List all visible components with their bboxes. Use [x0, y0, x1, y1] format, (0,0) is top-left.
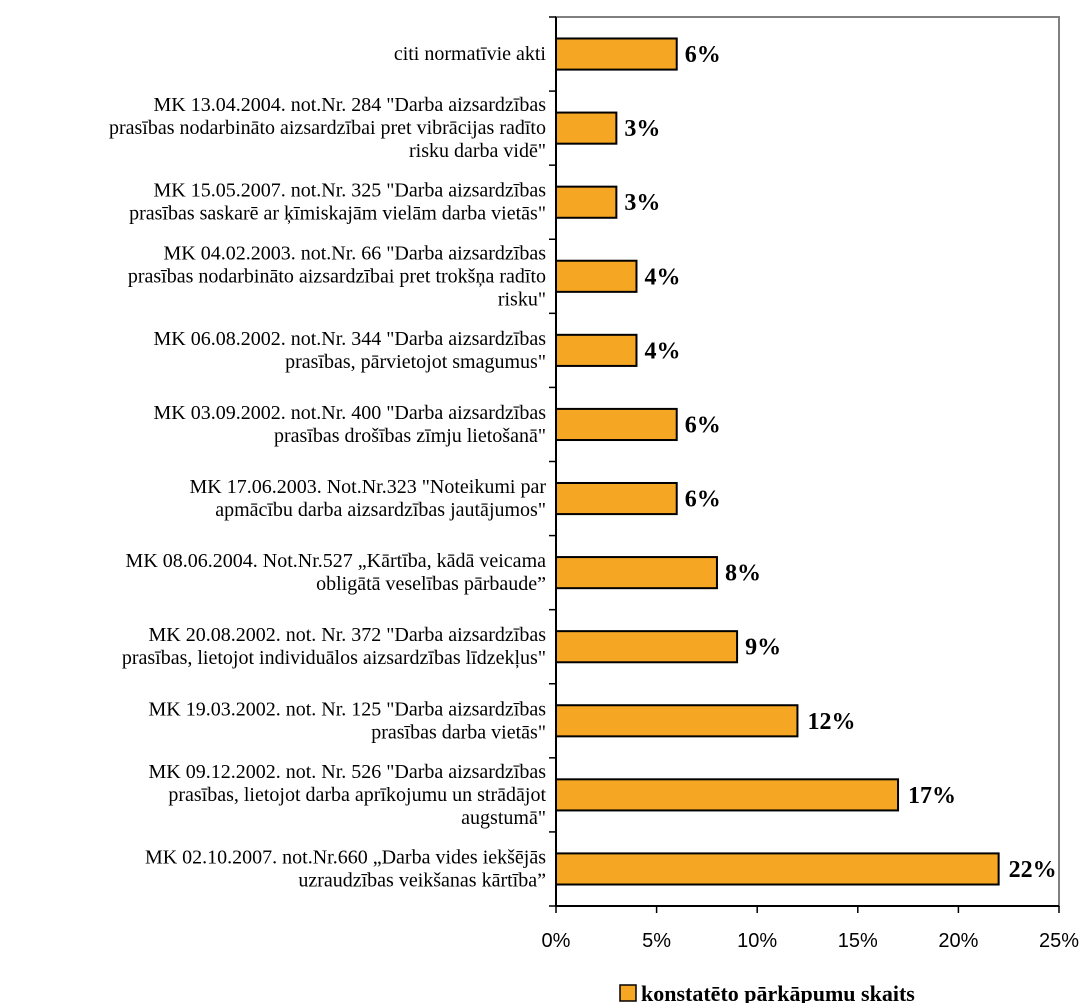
- category-label: MK 17.06.2003. Not.Nr.323 "Noteikumi par…: [190, 476, 547, 521]
- category-ticks: [549, 16, 556, 907]
- category-label: MK 20.08.2002. not. Nr. 372 "Darba aizsa…: [122, 624, 546, 669]
- bar: [555, 259, 638, 293]
- category-label: MK 19.03.2002. not. Nr. 125 "Darba aizsa…: [148, 698, 546, 743]
- legend-swatch: [619, 984, 637, 1002]
- bar: [555, 778, 900, 812]
- legend-label: konstatēto pārkāpumu skaits: [641, 981, 915, 1003]
- value-label: 3%: [624, 190, 660, 216]
- value-label: 22%: [1009, 857, 1057, 883]
- x-tick-label: 25%: [1039, 930, 1079, 952]
- bar: [555, 185, 618, 219]
- plot-area-frame: [555, 16, 1060, 907]
- category-label: MK 08.06.2004. Not.Nr.527 „Kārtība, kādā…: [126, 550, 547, 595]
- category-label: MK 09.12.2002. not. Nr. 526 "Darba aizsa…: [148, 761, 546, 829]
- bar: [555, 407, 678, 442]
- bars: [555, 37, 1000, 886]
- x-axis-ticks: 0% 5% 10% 15% 20% 25%: [542, 906, 1079, 952]
- value-labels: 6% 3% 3% 4% 4% 6% 6% 8% 9% 12% 17% 22%: [624, 42, 1056, 883]
- bar: [555, 481, 678, 516]
- bar: [555, 852, 1000, 886]
- value-label: 4%: [644, 338, 680, 364]
- bar: [555, 630, 739, 664]
- value-label: 9%: [745, 635, 781, 661]
- category-labels: citi normatīvie akti MK 13.04.2004. not.N…: [109, 43, 547, 891]
- value-label: 6%: [685, 42, 721, 68]
- value-label: 3%: [624, 116, 660, 142]
- bar: [555, 333, 638, 367]
- category-label: MK 03.09.2002. not.Nr. 400 "Darba aizsar…: [153, 402, 546, 447]
- x-tick-label: 20%: [938, 930, 978, 952]
- value-label: 8%: [725, 561, 761, 587]
- x-tick-label: 10%: [737, 930, 777, 952]
- bar: [555, 704, 799, 738]
- value-label: 6%: [685, 487, 721, 513]
- category-label: MK 15.05.2007. not.Nr. 325 "Darba aizsar…: [129, 180, 546, 225]
- value-label: 17%: [908, 783, 956, 809]
- bar: [555, 111, 618, 145]
- category-label: MK 04.02.2003. not.Nr. 66 "Darba aizsard…: [128, 242, 546, 310]
- value-label: 12%: [807, 709, 855, 735]
- category-label: citi normatīvie akti: [394, 43, 547, 65]
- x-tick-label: 5%: [642, 930, 671, 952]
- category-label: MK 02.10.2007. not.Nr.660 „Darba vides i…: [145, 846, 546, 891]
- legend: konstatēto pārkāpumu skaits: [619, 981, 915, 1003]
- x-tick-label: 0%: [542, 930, 571, 952]
- x-tick-label: 15%: [838, 930, 878, 952]
- bar: [555, 37, 678, 71]
- bar: [555, 556, 718, 590]
- category-label: MK 06.08.2002. not.Nr. 344 "Darba aizsar…: [153, 328, 546, 373]
- value-label: 4%: [644, 264, 680, 290]
- value-label: 6%: [685, 412, 721, 438]
- category-label: MK 13.04.2004. not.Nr. 284 "Darba aizsar…: [109, 94, 546, 162]
